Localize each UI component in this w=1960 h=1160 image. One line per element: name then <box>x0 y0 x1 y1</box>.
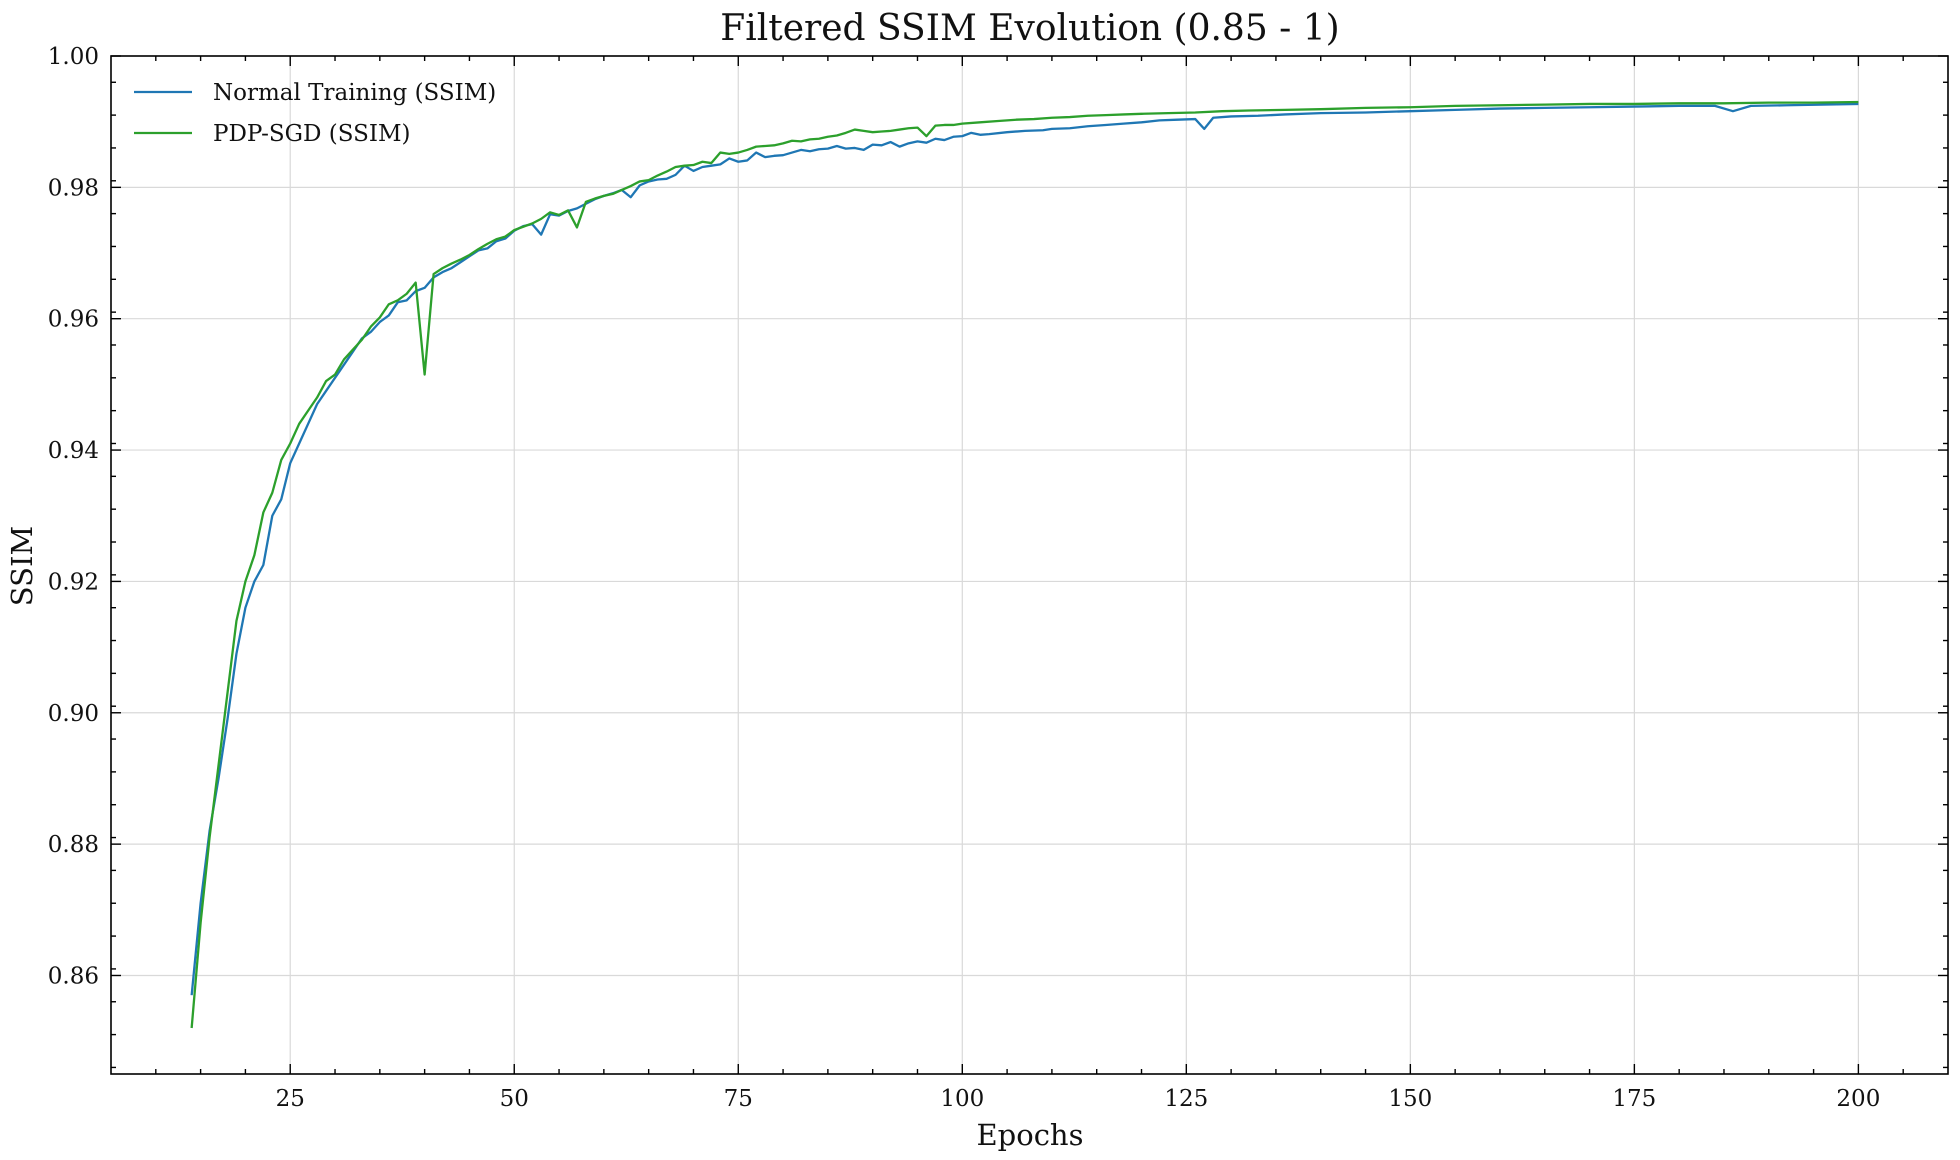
plot-frame <box>110 55 1949 1075</box>
y-tick-label: 0.94 <box>48 438 99 464</box>
y-tick-label: 0.92 <box>48 569 99 595</box>
legend: Normal Training (SSIM) PDP-SGD (SSIM) <box>134 80 496 147</box>
x-tick-label: 125 <box>1164 1086 1208 1112</box>
axis-ticks <box>111 55 1948 1074</box>
x-tick-labels: 25 50 75 100 125 150 175 200 <box>276 1086 1881 1112</box>
y-tick-labels: 0.86 0.88 0.90 0.92 0.94 0.96 0.98 1.00 <box>48 44 99 989</box>
x-tick-label: 75 <box>724 1086 753 1112</box>
x-tick-label: 25 <box>276 1086 305 1112</box>
legend-label: Normal Training (SSIM) <box>213 80 496 106</box>
x-tick-label: 100 <box>940 1086 984 1112</box>
x-tick-label: 50 <box>500 1086 529 1112</box>
series-line-1 <box>190 102 1859 996</box>
y-tick-label: 1.00 <box>48 44 99 70</box>
y-axis-label: SSIM <box>5 526 39 606</box>
y-tick-label: 0.90 <box>48 701 99 727</box>
y-tick-label: 0.96 <box>48 307 99 333</box>
series-line-2 <box>190 100 1859 1029</box>
y-tick-label: 0.86 <box>48 963 99 989</box>
series-lines <box>190 100 1859 1029</box>
x-axis-label: Epochs <box>977 1118 1084 1152</box>
x-tick-label: 200 <box>1836 1086 1880 1112</box>
legend-label: PDP-SGD (SSIM) <box>213 121 410 147</box>
x-tick-label: 150 <box>1388 1086 1432 1112</box>
x-tick-label: 175 <box>1612 1086 1656 1112</box>
y-tick-label: 0.98 <box>48 175 99 201</box>
chart-title: Filtered SSIM Evolution (0.85 - 1) <box>720 8 1339 49</box>
grid-lines <box>111 55 1948 1074</box>
y-tick-label: 0.88 <box>48 832 99 858</box>
